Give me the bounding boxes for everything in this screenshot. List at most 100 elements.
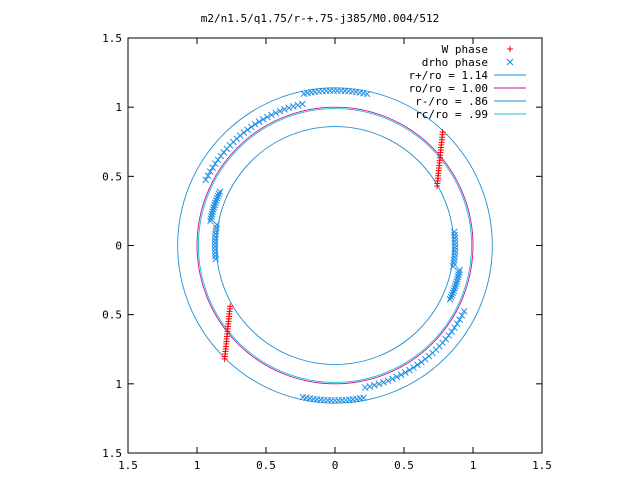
cross-marker: [401, 369, 409, 376]
cross-marker: [268, 111, 275, 119]
circle-series: [215, 126, 455, 365]
cross-marker: [244, 126, 251, 134]
cross-marker: [211, 201, 219, 209]
cross-marker: [384, 377, 392, 385]
x-tick-label: 0: [332, 459, 339, 472]
cross-marker: [451, 244, 459, 251]
cross-marker: [212, 199, 219, 207]
cross-marker: [451, 237, 459, 245]
cross-marker: [389, 375, 396, 383]
cross-marker: [451, 250, 459, 258]
cross-marker: [448, 291, 456, 299]
cross-marker: [289, 103, 297, 110]
y-tick-label: 1: [115, 101, 122, 114]
cross-marker: [209, 164, 217, 171]
cross-marker: [247, 123, 255, 131]
x-tick-label: 0.5: [394, 459, 414, 472]
cross-marker: [212, 255, 220, 263]
cross-marker: [272, 109, 280, 117]
cross-marker: [456, 266, 463, 274]
cross-marker: [211, 243, 219, 250]
cross-marker: [206, 168, 214, 175]
cross-marker: [211, 249, 219, 257]
y-tick-label: 1.5: [102, 447, 122, 460]
cross-marker: [451, 234, 459, 242]
cross-marker: [207, 215, 215, 223]
cross-marker: [263, 113, 271, 121]
cross-marker: [207, 217, 214, 225]
cross-marker: [450, 287, 458, 294]
cross-marker: [456, 316, 463, 323]
cross-marker: [259, 115, 267, 123]
plus-marker: [221, 355, 228, 362]
cross-marker: [220, 149, 228, 156]
x-tick-label: 1.5: [118, 459, 138, 472]
cross-marker: [213, 194, 221, 202]
cross-marker: [217, 152, 225, 160]
cross-marker: [211, 160, 219, 168]
legend-swatch-plus: [507, 46, 513, 52]
cross-marker: [410, 364, 417, 371]
cross-marker: [446, 295, 454, 303]
x-tick-label: 1.5: [532, 459, 552, 472]
cross-marker: [451, 284, 458, 292]
cross-marker: [202, 176, 210, 184]
cross-marker: [397, 371, 405, 379]
cross-marker: [451, 247, 459, 255]
cross-marker: [211, 236, 219, 244]
x-tick-label: 0.5: [256, 459, 276, 472]
cross-marker: [451, 231, 458, 239]
cross-marker: [445, 332, 453, 339]
cross-marker: [448, 328, 456, 335]
cross-marker: [393, 373, 401, 381]
cross-marker: [215, 190, 223, 198]
cross-marker: [451, 282, 459, 290]
data-markers: [202, 87, 468, 404]
cross-marker: [281, 106, 288, 113]
cross-marker: [214, 192, 222, 200]
chart-title: m2/n1.5/q1.75/r-+.75-j385/M0.004/512: [201, 12, 439, 25]
circle-series: [197, 108, 473, 383]
legend-label: W phase: [442, 43, 488, 56]
cross-marker: [406, 366, 413, 374]
cross-marker: [212, 252, 219, 260]
cross-marker: [204, 172, 212, 180]
cross-marker: [452, 280, 460, 288]
cross-marker: [214, 156, 222, 164]
cross-marker: [453, 320, 461, 328]
y-tick-label: 0.5: [102, 170, 122, 183]
circle-series: [196, 106, 474, 385]
cross-marker: [375, 380, 383, 388]
legend-label: rc/ro = .99: [415, 108, 488, 121]
cross-marker: [285, 104, 293, 112]
y-tick-label: 0.5: [102, 309, 122, 322]
legend-label: r-/ro = .86: [415, 95, 488, 108]
cross-marker: [451, 324, 458, 332]
cross-marker: [418, 358, 425, 366]
cross-marker: [210, 203, 218, 211]
cross-marker: [300, 90, 308, 98]
y-tick-label: 1: [115, 378, 122, 391]
cross-marker: [371, 381, 378, 389]
cross-marker: [360, 394, 367, 402]
axis-ticks: 1.5 1 0.5 0 0.5 1 1.51.510.500.511.5: [102, 32, 552, 472]
x-tick-label: 1: [470, 459, 477, 472]
cross-marker: [449, 289, 457, 297]
y-tick-label: 1.5: [102, 32, 122, 45]
cross-marker: [276, 107, 284, 115]
cross-marker: [211, 246, 219, 254]
legend-swatch-cross: [506, 58, 514, 66]
cross-marker: [216, 188, 224, 196]
cross-marker: [255, 118, 263, 126]
legend-label: r+/ro = 1.14: [409, 69, 489, 82]
cross-marker: [251, 120, 259, 128]
x-tick-label: 1: [194, 459, 201, 472]
cross-marker: [451, 241, 459, 248]
y-tick-label: 0: [115, 240, 122, 253]
legend-label: ro/ro = 1.00: [409, 82, 488, 95]
cross-marker: [294, 101, 302, 109]
cross-marker: [380, 379, 387, 386]
cross-marker: [460, 307, 468, 315]
